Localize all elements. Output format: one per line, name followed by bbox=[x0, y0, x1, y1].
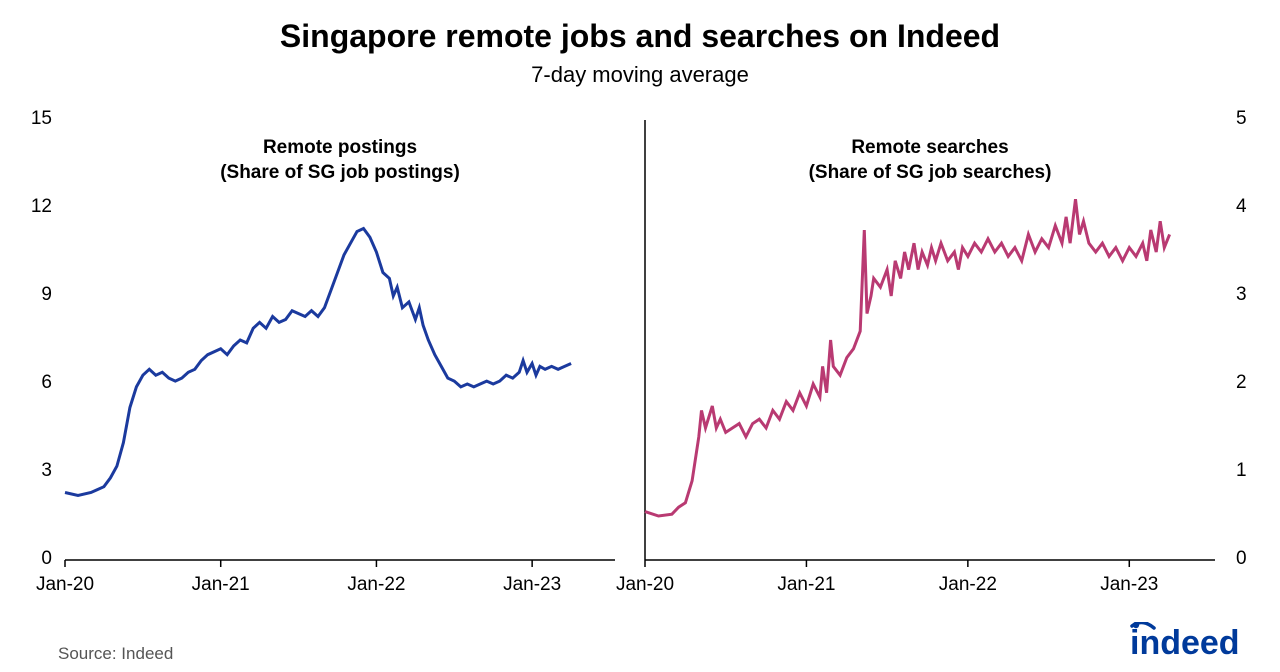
xtick-label: Jan-22 bbox=[939, 574, 997, 596]
ytick-left: 15 bbox=[12, 108, 52, 130]
xtick-label: Jan-21 bbox=[777, 574, 835, 596]
ytick-left: 6 bbox=[12, 372, 52, 394]
ytick-right: 1 bbox=[1236, 460, 1266, 482]
svg-text:indeed: indeed bbox=[1130, 624, 1240, 662]
ytick-left: 9 bbox=[12, 284, 52, 306]
chart-area: Remote postings (Share of SG job posting… bbox=[0, 100, 1280, 630]
ytick-right: 2 bbox=[1236, 372, 1266, 394]
xtick-label: Jan-21 bbox=[192, 574, 250, 596]
left-label-1: Remote postings bbox=[263, 137, 417, 158]
right-panel-label: Remote searches (Share of SG job searche… bbox=[640, 136, 1220, 185]
chart-container: Singapore remote jobs and searches on In… bbox=[0, 0, 1280, 672]
chart-subtitle: 7-day moving average bbox=[0, 62, 1280, 88]
xtick-label: Jan-20 bbox=[616, 574, 674, 596]
xtick-label: Jan-23 bbox=[1100, 574, 1158, 596]
ytick-right: 4 bbox=[1236, 196, 1266, 218]
right-label-1: Remote searches bbox=[851, 137, 1008, 158]
xtick-label: Jan-22 bbox=[347, 574, 405, 596]
left-panel-label: Remote postings (Share of SG job posting… bbox=[60, 136, 620, 185]
ytick-right: 5 bbox=[1236, 108, 1266, 130]
xtick-label: Jan-23 bbox=[503, 574, 561, 596]
right-label-2: (Share of SG job searches) bbox=[809, 162, 1052, 183]
source-text: Source: Indeed bbox=[58, 644, 173, 664]
ytick-left: 3 bbox=[12, 460, 52, 482]
xtick-label: Jan-20 bbox=[36, 574, 94, 596]
ytick-right: 3 bbox=[1236, 284, 1266, 306]
ytick-right: 0 bbox=[1236, 548, 1266, 570]
indeed-logo: indeed bbox=[1130, 622, 1250, 662]
chart-title: Singapore remote jobs and searches on In… bbox=[0, 18, 1280, 55]
ytick-left: 12 bbox=[12, 196, 52, 218]
ytick-left: 0 bbox=[12, 548, 52, 570]
left-label-2: (Share of SG job postings) bbox=[220, 162, 460, 183]
